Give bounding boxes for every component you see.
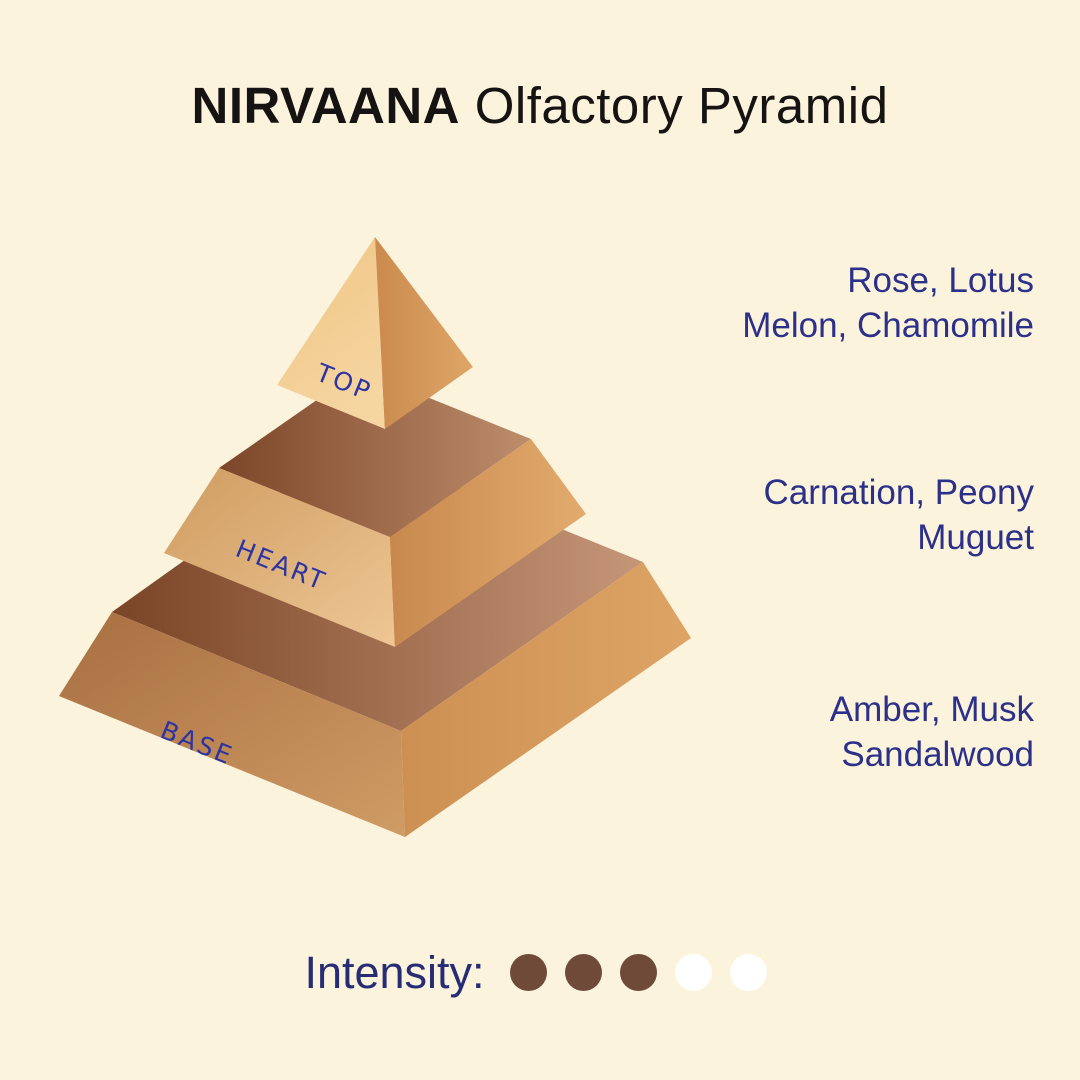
intensity-dot-filled — [564, 954, 602, 991]
base-notes-line1: Amber, Musk — [829, 690, 1034, 729]
top-notes-line1: Rose, Lotus — [847, 261, 1034, 300]
top-tier-right-face — [375, 237, 473, 429]
brand-name: NIRVAANA — [191, 77, 461, 134]
heart-notes-line2: Muguet — [917, 518, 1034, 557]
intensity-label: Intensity: — [304, 947, 485, 998]
intensity-dot-empty — [674, 954, 712, 991]
intensity-dot-filled — [619, 954, 657, 991]
intensity-dot-filled — [509, 954, 547, 991]
base-tier-left-face — [59, 612, 405, 837]
heart-notes: Carnation, Peony Muguet — [764, 470, 1034, 560]
intensity-row: Intensity: — [0, 945, 1080, 1000]
intensity-dot-empty — [729, 954, 767, 991]
heart-tier-left-face — [164, 468, 395, 647]
top-notes: Rose, Lotus Melon, Chamomile — [742, 258, 1034, 348]
heart-tier-right-face — [390, 439, 586, 647]
heart-notes-line1: Carnation, Peony — [763, 473, 1034, 512]
base-tier-right-face — [401, 562, 691, 837]
heart-tier-top-face — [219, 370, 531, 537]
top-notes-line2: Melon, Chamomile — [742, 306, 1034, 345]
title-subtitle: Olfactory Pyramid — [474, 77, 889, 134]
base-notes: Amber, Musk Sandalwood — [830, 687, 1034, 777]
page-title: NIRVAANA Olfactory Pyramid — [0, 76, 1080, 136]
intensity-dots — [501, 954, 776, 991]
top-tier-left-face — [277, 237, 385, 429]
base-notes-line2: Sandalwood — [841, 735, 1034, 774]
